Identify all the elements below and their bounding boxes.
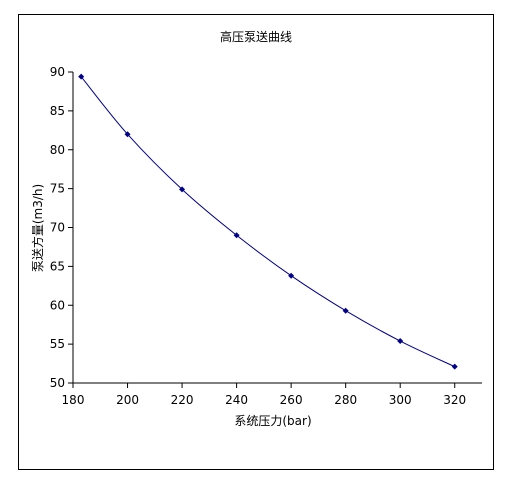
data-point-marker (233, 232, 240, 239)
x-axis-ticks: 180 200 220 240 260 280 300 320 (62, 383, 466, 407)
y-axis-ticks: 50 55 60 65 70 75 80 85 90 (50, 65, 73, 390)
chart-title: 高压泵送曲线 (220, 29, 292, 44)
data-point-marker (78, 73, 85, 80)
y-tick-label: 70 (50, 221, 65, 235)
data-point-marker (342, 307, 349, 314)
x-tick-label: 320 (443, 393, 466, 407)
data-point-marker (451, 363, 458, 370)
y-tick-label: 80 (50, 143, 65, 157)
y-tick-label: 55 (50, 337, 65, 351)
axes (72, 72, 482, 384)
series-markers (78, 73, 458, 370)
x-tick-label: 260 (280, 393, 303, 407)
chart-frame (18, 14, 494, 470)
x-tick-label: 180 (62, 393, 85, 407)
y-tick-label: 75 (50, 182, 65, 196)
x-tick-label: 240 (225, 393, 248, 407)
y-tick-label: 60 (50, 298, 65, 312)
data-point-marker (397, 338, 404, 345)
x-axis-title: 系统压力(bar) (234, 414, 311, 428)
series-line (80, 76, 455, 368)
y-tick-label: 50 (50, 376, 65, 390)
y-axis-title: 泵送方量(m3/h) (30, 184, 45, 272)
data-point-marker (124, 131, 131, 138)
y-tick-label: 90 (50, 65, 65, 79)
y-tick-label: 65 (50, 259, 65, 273)
x-tick-label: 300 (389, 393, 412, 407)
data-point-marker (288, 272, 295, 279)
data-point-marker (179, 186, 186, 193)
x-tick-label: 200 (116, 393, 139, 407)
y-tick-label: 85 (50, 104, 65, 118)
x-tick-label: 280 (334, 393, 357, 407)
x-tick-label: 220 (171, 393, 194, 407)
